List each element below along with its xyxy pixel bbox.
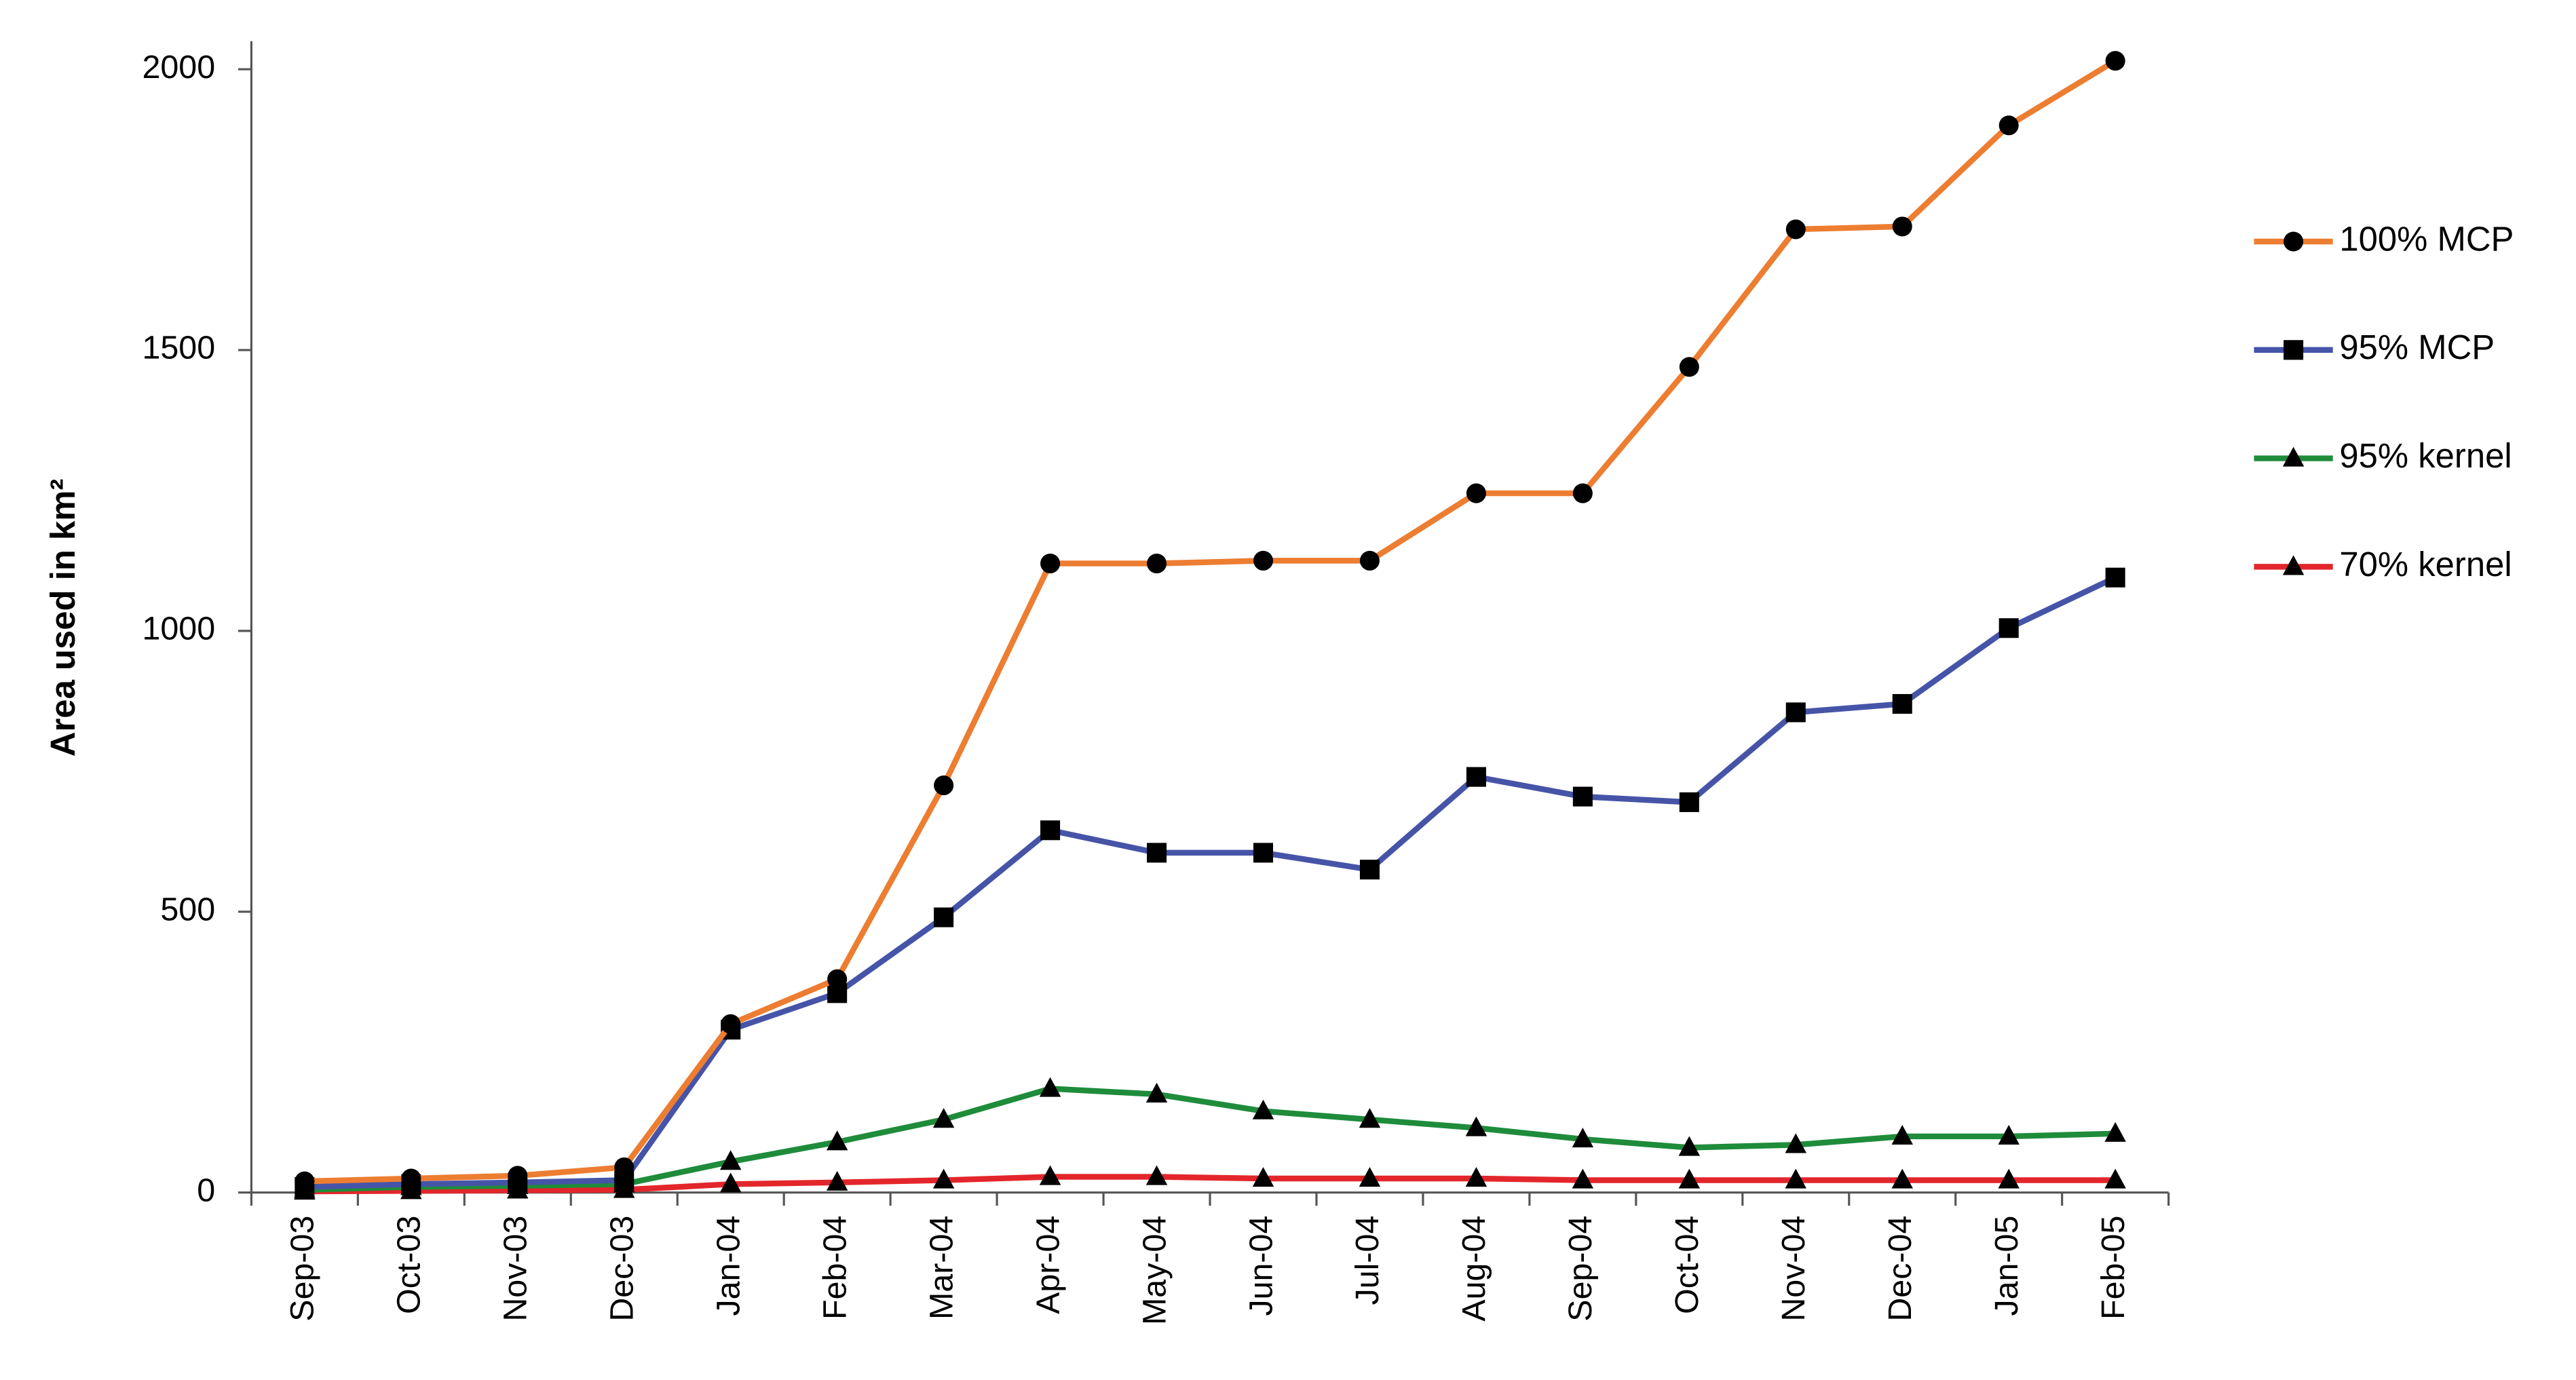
x-tick-label: Jan-05: [1988, 1216, 2025, 1316]
point: [1572, 1128, 1594, 1148]
point: [1039, 1077, 1061, 1097]
y-tick-label: 1000: [142, 611, 215, 647]
x-tick-label: Oct-03: [391, 1216, 428, 1314]
point: [1572, 786, 1593, 807]
point: [1253, 843, 1274, 863]
x-tick-label: Jan-04: [710, 1216, 746, 1316]
point: [1145, 1082, 1168, 1103]
point: [827, 969, 848, 989]
point: [1998, 1168, 2020, 1189]
x-tick-label: May-04: [1136, 1216, 1173, 1325]
y-tick-label: 1500: [142, 330, 215, 366]
point: [1147, 554, 1167, 574]
legend-label: 70% kernel: [2339, 545, 2512, 583]
point: [1359, 860, 1380, 880]
x-tick-label: Oct-04: [1669, 1216, 1705, 1314]
point: [1679, 357, 1699, 377]
y-axis-title: Area used in km²: [43, 479, 82, 757]
point: [719, 1150, 742, 1170]
point: [932, 1108, 955, 1128]
point: [614, 1157, 634, 1177]
point: [1465, 1116, 1488, 1136]
series-line: [304, 58, 2117, 1185]
point: [2105, 51, 2125, 71]
legend-label: 95% kernel: [2339, 436, 2512, 475]
point: [1892, 216, 1912, 237]
point: [1892, 693, 1912, 714]
point: [1891, 1124, 1913, 1145]
x-tick-label: Feb-04: [816, 1216, 853, 1320]
point: [2282, 555, 2305, 575]
point: [1785, 219, 1806, 239]
point: [1572, 483, 1593, 503]
point: [1785, 1133, 1807, 1153]
point: [2284, 340, 2304, 360]
point: [2104, 1168, 2126, 1189]
x-tick-label: Dec-04: [1882, 1216, 1918, 1322]
point: [2284, 231, 2304, 252]
point: [1252, 1099, 1274, 1119]
x-tick-label: Dec-03: [604, 1216, 641, 1322]
point: [826, 1170, 848, 1191]
point: [2104, 1122, 2126, 1142]
point: [934, 907, 954, 927]
point: [1998, 1124, 2020, 1145]
x-tick-label: Jun-04: [1243, 1216, 1279, 1316]
point: [1891, 1168, 1913, 1189]
x-tick-label: Feb-05: [2095, 1216, 2132, 1320]
point: [1466, 767, 1486, 787]
point: [1999, 115, 2019, 136]
y-tick-label: 0: [197, 1172, 215, 1209]
point: [1147, 843, 1167, 863]
point: [1785, 702, 1806, 723]
y-tick-label: 500: [160, 892, 215, 928]
point: [1572, 1168, 1594, 1189]
point: [719, 1172, 742, 1193]
series-line: [304, 1086, 2116, 1193]
point: [1040, 554, 1061, 574]
point: [508, 1166, 528, 1186]
point: [934, 775, 954, 796]
point: [1678, 1168, 1701, 1189]
legend-label: 100% MCP: [2339, 219, 2514, 258]
point: [401, 1168, 421, 1189]
point: [1253, 550, 1274, 571]
series-line: [304, 575, 2117, 1190]
x-tick-label: Jul-04: [1349, 1216, 1386, 1305]
point: [1145, 1165, 1168, 1185]
point: [1465, 1167, 1488, 1187]
y-tick-label: 2000: [142, 49, 215, 85]
x-tick-label: Aug-04: [1456, 1216, 1492, 1322]
point: [1359, 1108, 1381, 1128]
x-tick-label: Sep-03: [284, 1216, 321, 1322]
point: [1359, 550, 1380, 571]
point: [1252, 1167, 1274, 1187]
x-tick-label: Mar-04: [923, 1216, 960, 1320]
point: [721, 1014, 741, 1034]
point: [826, 1130, 848, 1151]
legend-label: 95% MCP: [2339, 328, 2495, 366]
x-tick-label: Apr-04: [1029, 1216, 1066, 1314]
point: [1040, 820, 1061, 841]
x-tick-label: Sep-04: [1562, 1216, 1599, 1322]
point: [1785, 1168, 1807, 1189]
point: [2282, 446, 2305, 467]
point: [1678, 1136, 1701, 1156]
x-tick-label: Nov-03: [497, 1216, 534, 1322]
point: [1466, 483, 1486, 503]
point: [1359, 1167, 1381, 1187]
x-tick-label: Nov-04: [1775, 1216, 1812, 1322]
series-line: [304, 1174, 2116, 1195]
point: [1679, 792, 1699, 812]
point: [1039, 1165, 1061, 1185]
point: [932, 1168, 955, 1189]
point: [2105, 567, 2125, 588]
point: [295, 1171, 315, 1191]
point: [1999, 618, 2019, 638]
